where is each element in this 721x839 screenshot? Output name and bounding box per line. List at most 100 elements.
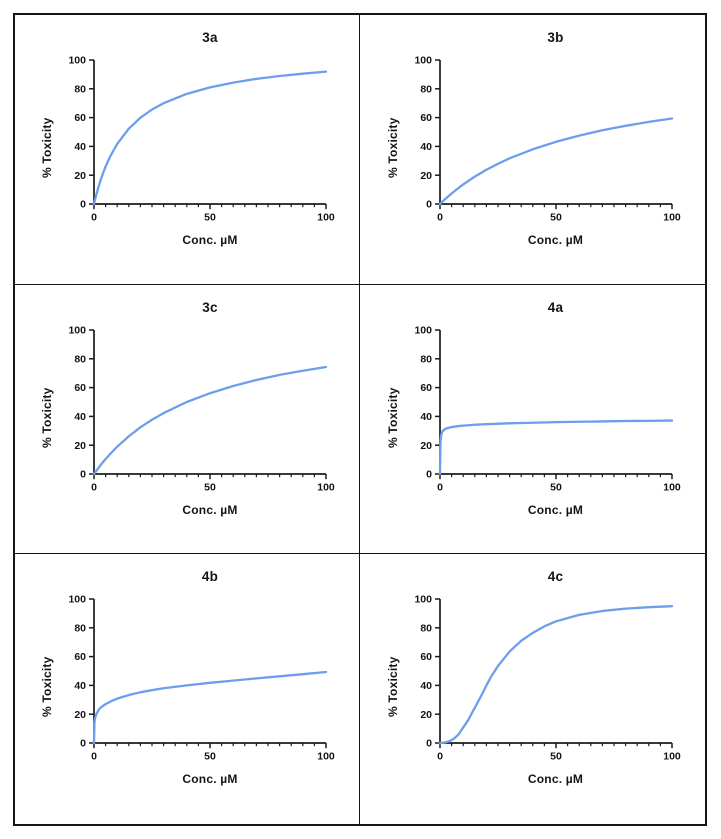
plot-area-4b: 0 20 40 60 80 100 0 50 100: [68, 594, 335, 763]
y-tick-label: 60: [74, 382, 86, 394]
y-axis-label-3c: % Toxicity: [40, 387, 54, 448]
chart-4a: 4a % Toxicity 0 20 40 60 80 100 0 50 100 Conc. µ…: [384, 296, 682, 517]
y-tick-label: 20: [74, 439, 86, 451]
x-tick-label: 0: [91, 751, 97, 763]
chart-3c: 3c % Toxicity 0 20 40 60 80 100 0 50 100 Conc. µ…: [38, 296, 336, 517]
chart-body-3b: % Toxicity 0 20 40 60 80 100 0 50 100: [384, 50, 682, 232]
x-tick-label: 100: [317, 481, 335, 493]
x-tick-label: 50: [204, 212, 216, 224]
chart-title-4c: 4c: [547, 569, 564, 585]
chart-panel-3b: 3b % Toxicity 0 20 40 60 80 100 0 50 100 Conc. µ…: [360, 15, 705, 285]
y-tick-label: 100: [68, 594, 86, 606]
y-axis-label-4a: % Toxicity: [385, 387, 400, 448]
chart-panel-4a: 4a % Toxicity 0 20 40 60 80 100 0 50 100 Conc. µ…: [360, 284, 705, 555]
plot-area-3a: 0 20 40 60 80 100 0 50 100: [68, 55, 335, 224]
chart-title-3b: 3b: [547, 30, 564, 45]
y-tick-label: 20: [74, 709, 86, 721]
y-tick-label: 40: [420, 680, 432, 692]
chart-title-4b: 4b: [201, 569, 219, 585]
plot-area-3b: 0 20 40 60 80 100 0 50 100: [414, 55, 681, 224]
x-axis-label-3c: Conc. µM: [182, 502, 238, 517]
x-tick-label: 50: [550, 212, 562, 224]
y-tick-label: 80: [74, 353, 86, 365]
chart-body-3c: % Toxicity 0 20 40 60 80 100 0 50 100: [38, 320, 336, 502]
y-axis-label-4b: % Toxicity: [40, 657, 54, 718]
y-tick-label: 100: [414, 324, 432, 336]
dose-response-curve: [92, 365, 328, 475]
x-tick-label: 100: [663, 212, 681, 224]
x-tick-label: 50: [550, 481, 562, 493]
axis-line: [93, 329, 326, 475]
chart-panel-3a: 3a % Toxicity 0 20 40 60 80 100 0 50 100 Conc. µ…: [15, 15, 360, 285]
y-tick-label: 60: [420, 652, 432, 664]
y-tick-label: 0: [80, 199, 86, 211]
figure-grid: 3a % Toxicity 0 20 40 60 80 100 0 50 100 Conc. µ…: [13, 13, 707, 826]
y-tick-label: 60: [420, 382, 432, 394]
y-tick-label: 20: [74, 170, 86, 182]
y-tick-label: 20: [420, 709, 432, 721]
plot-area-4a: 0 20 40 60 80 100 0 50 100: [414, 324, 681, 493]
axis-line: [438, 60, 672, 205]
x-tick-label: 100: [663, 481, 681, 493]
y-tick-label: 60: [74, 652, 86, 664]
y-axis-label-3a: % Toxicity: [40, 117, 54, 179]
chart-body-3a: % Toxicity 0 20 40 60 80 100 0 50 100: [38, 50, 336, 232]
y-tick-label: 100: [414, 55, 432, 67]
y-tick-label: 60: [420, 112, 432, 124]
y-tick-label: 40: [420, 141, 432, 153]
x-tick-label: 50: [550, 751, 562, 763]
x-tick-label: 0: [437, 481, 443, 493]
x-axis-label-3b: Conc. µM: [527, 233, 584, 247]
x-tick-label: 0: [91, 481, 97, 493]
x-tick-label: 100: [317, 751, 335, 763]
y-axis-label-3b: % Toxicity: [385, 117, 400, 179]
y-tick-label: 40: [74, 141, 86, 153]
axis-line: [93, 60, 326, 205]
x-tick-label: 0: [437, 751, 443, 763]
y-tick-label: 40: [420, 411, 432, 423]
y-tick-label: 20: [420, 170, 432, 182]
chart-title-4a: 4a: [547, 299, 564, 315]
chart-panel-4b: 4b % Toxicity 0 20 40 60 80 100 0 50 100 Conc. µ…: [15, 554, 360, 824]
y-tick-label: 0: [426, 468, 432, 480]
axis-line: [93, 599, 326, 745]
dose-response-curve: [438, 419, 673, 475]
x-tick-label: 100: [317, 212, 335, 224]
y-tick-label: 100: [68, 324, 86, 336]
x-axis-label-3a: Conc. µM: [182, 233, 238, 247]
chart-panel-3c: 3c % Toxicity 0 20 40 60 80 100 0 50 100 Conc. µ…: [15, 284, 360, 555]
y-tick-label: 80: [74, 623, 86, 635]
y-tick-label: 0: [80, 468, 86, 480]
chart-title-3c: 3c: [202, 299, 218, 315]
chart-4b: 4b % Toxicity 0 20 40 60 80 100 0 50 100 Conc. µ…: [38, 565, 336, 786]
x-axis-label-4c: Conc. µM: [527, 772, 584, 787]
y-tick-label: 0: [80, 738, 86, 750]
chart-3a: 3a % Toxicity 0 20 40 60 80 100 0 50 100 Conc. µ…: [38, 26, 336, 247]
y-axis-label-4c: % Toxicity: [385, 657, 400, 718]
chart-body-4b: % Toxicity 0 20 40 60 80 100 0 50 100: [38, 589, 336, 771]
dose-response-curve: [92, 70, 328, 206]
x-tick-label: 0: [437, 212, 443, 224]
y-tick-label: 100: [414, 594, 432, 606]
chart-body-4c: % Toxicity 0 20 40 60 80 100 0 50 100: [384, 589, 682, 771]
dose-response-curve: [92, 671, 328, 745]
dose-response-curve: [438, 605, 673, 745]
x-tick-label: 50: [204, 481, 216, 493]
chart-3b: 3b % Toxicity 0 20 40 60 80 100 0 50 100 Conc. µ…: [384, 26, 682, 247]
y-tick-label: 100: [68, 55, 86, 67]
y-tick-label: 80: [420, 623, 432, 635]
y-tick-label: 60: [74, 112, 86, 124]
plot-area-3c: 0 20 40 60 80 100 0 50 100: [68, 324, 335, 493]
chart-body-4a: % Toxicity 0 20 40 60 80 100 0 50 100: [384, 320, 682, 502]
x-axis-label-4a: Conc. µM: [527, 502, 584, 517]
chart-4c: 4c % Toxicity 0 20 40 60 80 100 0 50 100 Conc. µ…: [384, 565, 682, 786]
x-tick-label: 100: [663, 751, 681, 763]
x-axis-label-4b: Conc. µM: [182, 772, 238, 787]
chart-title-3a: 3a: [202, 30, 218, 45]
y-tick-label: 40: [74, 411, 86, 423]
plot-area-4c: 0 20 40 60 80 100 0 50 100: [414, 594, 681, 763]
chart-panel-4c: 4c % Toxicity 0 20 40 60 80 100 0 50 100 Conc. µ…: [360, 554, 705, 824]
x-tick-label: 50: [204, 751, 216, 763]
y-tick-label: 80: [74, 83, 86, 95]
